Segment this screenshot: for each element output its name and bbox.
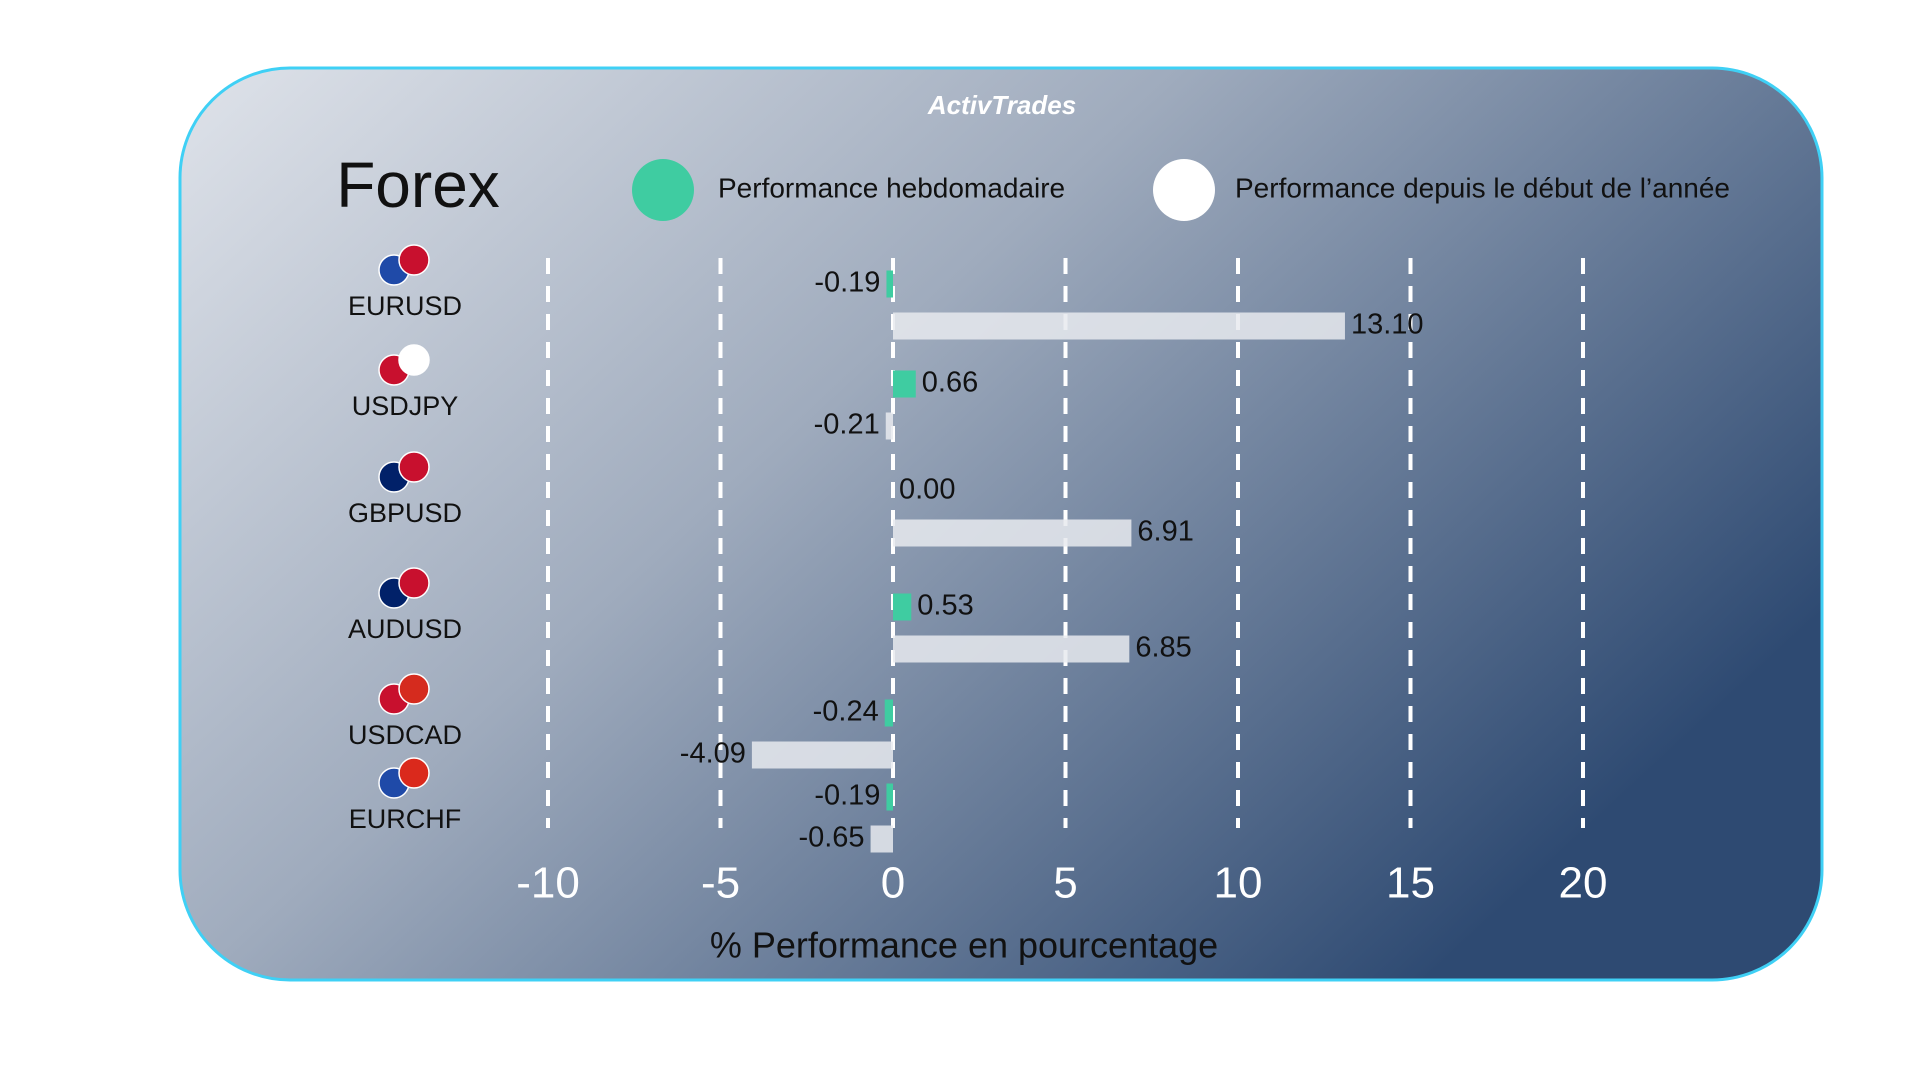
plot: -10 -5 0 5 10 15 20 EURUSD -0.19 13.10 USDJPY 0.66 -…: [348, 244, 1608, 908]
x-tick-label: -5: [701, 859, 740, 908]
x-tick-label: 10: [1214, 859, 1263, 908]
value-label: -0.19: [814, 267, 880, 299]
flag-icon: [398, 244, 430, 276]
flag-icon: [398, 757, 430, 789]
bar: [893, 519, 1132, 547]
x-axis-label: % Performance en pourcentage: [710, 925, 1218, 966]
bar: [893, 593, 912, 621]
flag-icon: [398, 451, 430, 483]
legend-swatch: [1153, 159, 1215, 221]
brand-logo: ActivTrades: [927, 90, 1076, 120]
category-label: USDJPY: [352, 391, 459, 421]
category-label: USDCAD: [348, 720, 462, 750]
x-tick-label: 0: [881, 859, 905, 908]
value-label: 0.00: [899, 474, 955, 506]
legend-label: Performance depuis le début de l’année: [1235, 172, 1730, 203]
chart-title: Forex: [336, 149, 500, 221]
value-label: 6.91: [1137, 516, 1193, 548]
bar: [885, 412, 893, 440]
category-label: EURCHF: [349, 804, 462, 834]
value-label: -0.24: [813, 696, 879, 728]
bar: [893, 312, 1345, 340]
bar: [886, 270, 893, 298]
flag-icon: [398, 567, 430, 599]
legend-swatch: [632, 159, 694, 221]
value-label: -4.09: [680, 738, 746, 770]
value-label: 6.85: [1135, 632, 1191, 664]
value-label: -0.21: [814, 409, 880, 441]
value-label: 0.53: [917, 590, 973, 622]
legend-label: Performance hebdomadaire: [718, 172, 1065, 203]
category-label: GBPUSD: [348, 498, 462, 528]
value-label: 13.10: [1351, 309, 1424, 341]
bar: [893, 370, 916, 398]
category-label: EURUSD: [348, 291, 462, 321]
x-tick-label: 5: [1053, 859, 1077, 908]
bar: [870, 825, 893, 853]
x-tick-label: 15: [1386, 859, 1435, 908]
value-label: 0.66: [922, 367, 978, 399]
value-label: -0.19: [814, 780, 880, 812]
category-label: AUDUSD: [348, 614, 462, 644]
x-tick-label: 20: [1559, 859, 1608, 908]
bar: [751, 741, 893, 769]
flag-icon: [398, 673, 430, 705]
bar: [884, 699, 893, 727]
flag-icon: [398, 344, 430, 376]
bar: [893, 635, 1130, 663]
bar: [886, 783, 893, 811]
value-label: -0.65: [798, 822, 864, 854]
x-tick-label: -10: [516, 859, 580, 908]
